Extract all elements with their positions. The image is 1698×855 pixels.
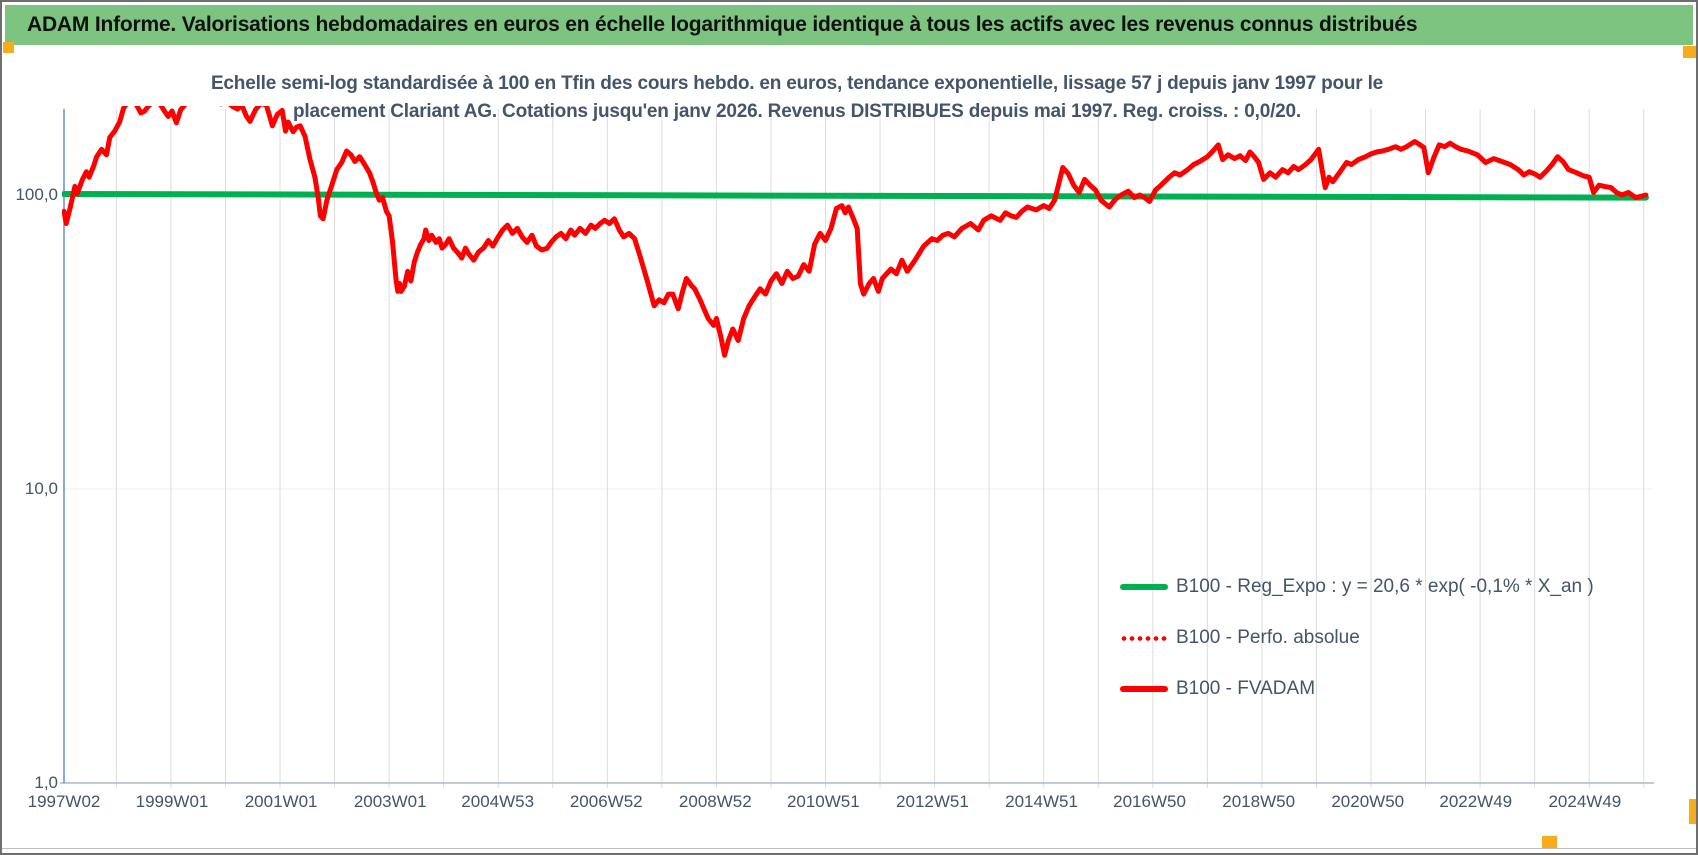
header-title: ADAM Informe. Valorisations hebdomadaire… — [27, 13, 1418, 36]
legend-label: B100 - FVADAM — [1176, 678, 1316, 699]
x-axis-label: 2006W52 — [569, 792, 643, 811]
line-solid-red-icon — [1120, 686, 1168, 692]
x-axis-label: 2016W50 — [1113, 792, 1186, 811]
x-axis-label: 1997W02 — [27, 792, 101, 811]
chart-legend: B100 - Reg_Expo : y = 20,6 * exp( -0,1% … — [1120, 572, 1594, 725]
y-axis-label: 1,0 — [34, 773, 58, 792]
legend-item: B100 - Perfo. absolue — [1120, 623, 1594, 653]
header-bar: ADAM Informe. Valorisations hebdomadaire… — [5, 5, 1693, 45]
x-axis-label: 2004W53 — [461, 792, 535, 811]
chart-title-line1: Echelle semi-log standardisée à 100 en T… — [210, 73, 1384, 94]
x-axis-label: 2008W52 — [678, 792, 752, 811]
x-axis-label: 1999W01 — [135, 792, 209, 811]
line-dotted-red-icon — [1120, 636, 1168, 641]
legend-label: B100 - Reg_Expo : y = 20,6 * exp( -0,1% … — [1176, 576, 1594, 597]
x-axis-label: 2024W49 — [1548, 792, 1622, 811]
legend-swatch-line-dotted-red — [1120, 634, 1168, 642]
corner-marker-top-left — [3, 42, 14, 53]
x-axis-label: 2001W01 — [244, 792, 318, 811]
x-axis-label: 2018W50 — [1222, 792, 1296, 811]
x-axis-label: 2014W51 — [1005, 792, 1078, 811]
x-axis-label: 2010W51 — [786, 792, 860, 811]
corner-marker-top-right — [1683, 46, 1696, 58]
corner-marker-bottom-right — [1689, 799, 1696, 824]
chart-title: Echelle semi-log standardisée à 100 en T… — [92, 70, 1502, 126]
x-axis-label: 2020W50 — [1331, 792, 1405, 811]
line-solid-green-icon — [1120, 584, 1168, 590]
legend-item: B100 - Reg_Expo : y = 20,6 * exp( -0,1% … — [1120, 572, 1594, 602]
legend-swatch-line-solid-red — [1120, 685, 1168, 693]
x-axis-label: 2003W01 — [353, 792, 427, 811]
legend-swatch-line-solid-green — [1120, 583, 1168, 591]
chart-title-line2: placement Clariant AG. Cotations jusqu'e… — [293, 101, 1301, 122]
y-axis-label: 100,0 — [15, 185, 58, 204]
y-axis-label: 10,0 — [24, 479, 58, 498]
bottom-divider — [2, 848, 1696, 849]
legend-label: B100 - Perfo. absolue — [1176, 627, 1360, 648]
corner-marker-bottom — [1542, 836, 1557, 848]
legend-item: B100 - FVADAM — [1120, 674, 1594, 704]
x-axis-label: 2022W49 — [1439, 792, 1513, 811]
x-axis-label: 2012W51 — [896, 792, 969, 811]
